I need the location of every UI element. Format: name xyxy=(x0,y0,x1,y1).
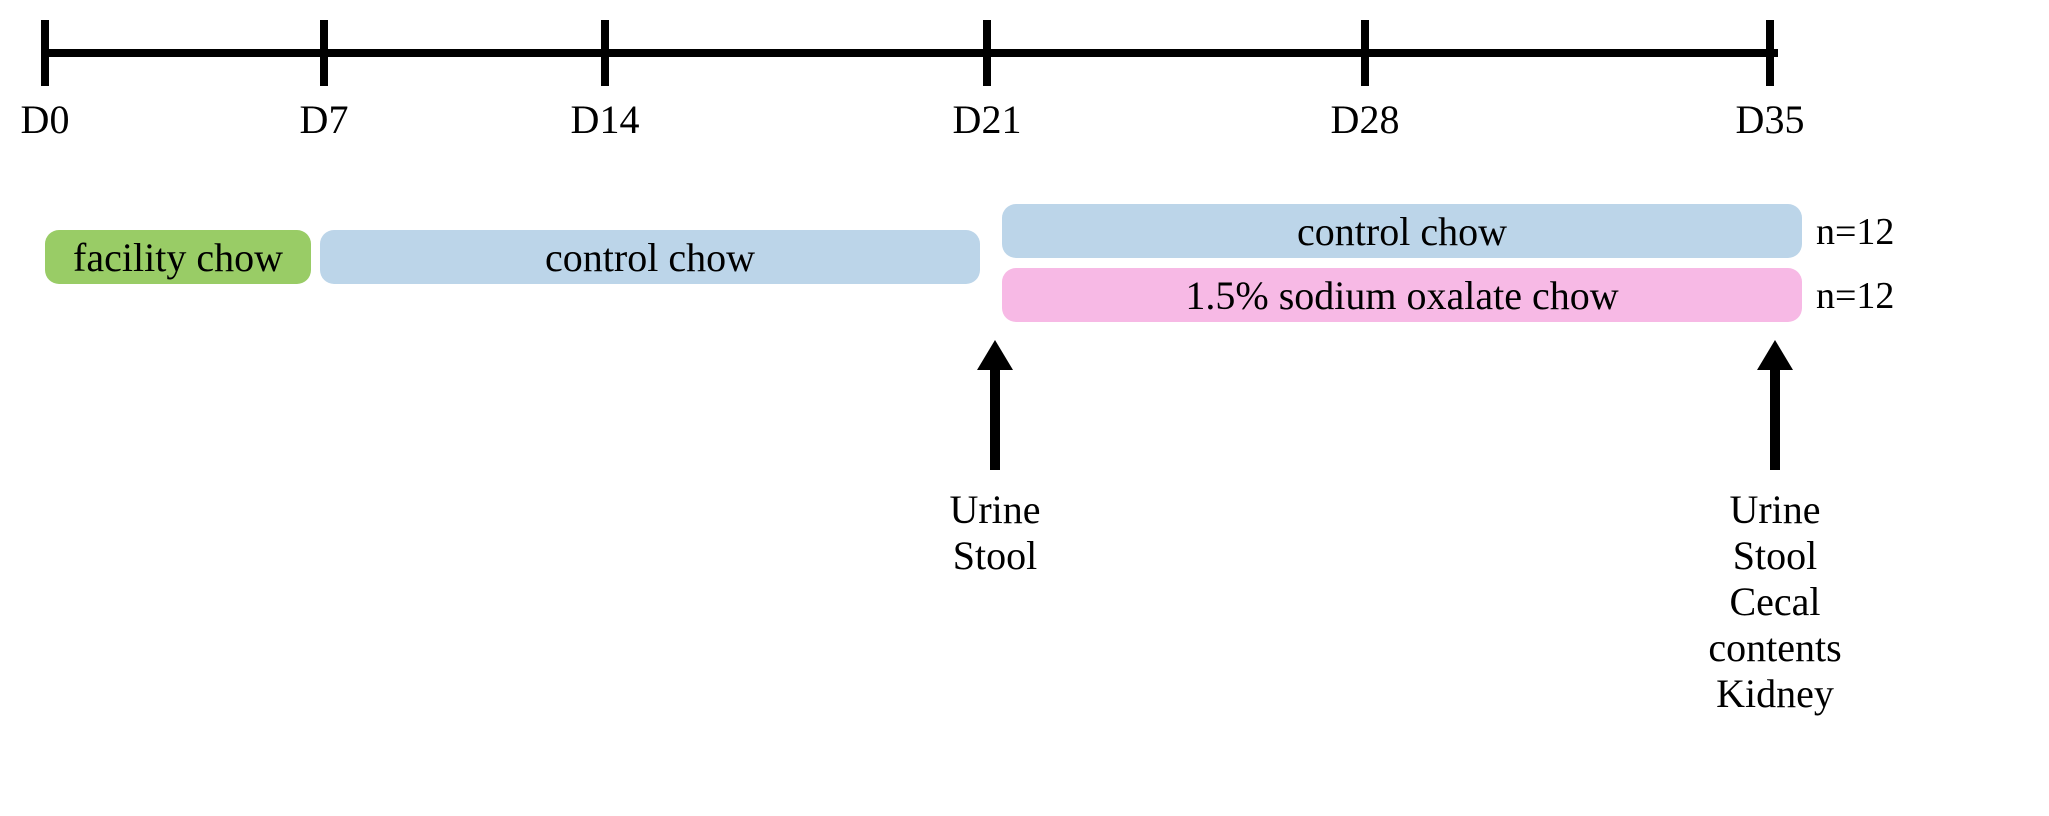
sample-label: Kidney xyxy=(1716,670,1834,717)
sample-label: Urine xyxy=(1729,486,1820,533)
arrow-head-icon xyxy=(1757,340,1793,370)
sample-label: Urine xyxy=(949,486,1040,533)
sample-label: Stool xyxy=(1733,532,1817,579)
arrow-shaft xyxy=(1770,370,1780,470)
sample-label: Stool xyxy=(953,532,1037,579)
sample-label: contents xyxy=(1708,624,1841,671)
timeline-diagram: D0D7D14D21D28D35 facility chowcontrol ch… xyxy=(0,0,2049,816)
sample-label: Cecal xyxy=(1729,578,1820,625)
